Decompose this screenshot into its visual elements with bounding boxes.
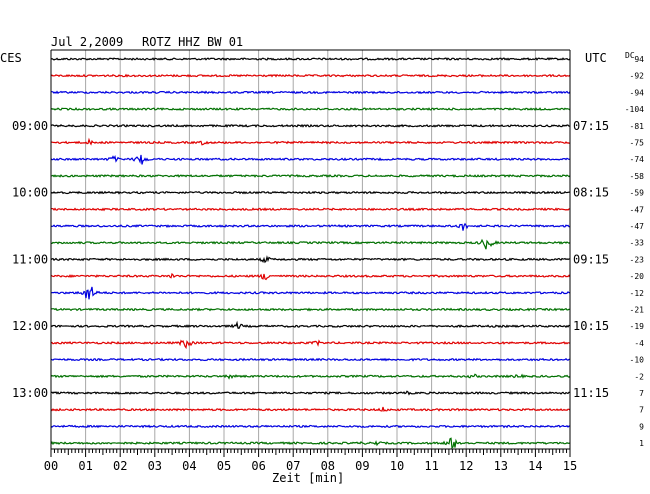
x-tick-label: 04	[182, 459, 196, 473]
dc-offset-value: -59	[630, 189, 645, 198]
x-tick-label: 05	[217, 459, 231, 473]
dc-offset-value: -4	[634, 339, 644, 348]
right-hour-label: 11:15	[573, 386, 609, 400]
right-hour-label: 09:15	[573, 252, 609, 266]
trace-lines	[50, 57, 571, 449]
dc-offset-value: -12	[630, 289, 645, 298]
dc-label: DC	[625, 51, 635, 60]
trace-11	[50, 238, 571, 250]
dc-offset-value: 7	[639, 406, 644, 415]
dc-offset-value: -75	[630, 139, 645, 148]
dc-offset-value: 1	[639, 439, 644, 448]
x-tick-label: 07	[286, 459, 300, 473]
x-tick-label: 11	[424, 459, 438, 473]
trace-13	[50, 272, 571, 281]
dc-offset-value: -21	[630, 306, 645, 315]
left-timezone-label: CES	[0, 51, 22, 65]
trace-6	[50, 154, 571, 165]
x-tick-label: 09	[355, 459, 369, 473]
trace-5	[50, 137, 571, 146]
trace-0	[50, 57, 571, 61]
trace-3	[50, 107, 571, 111]
dc-offset-value: -47	[630, 205, 645, 214]
dc-offset-value: 9	[639, 422, 644, 431]
trace-4	[50, 123, 570, 128]
trace-9	[50, 207, 571, 212]
dc-offset-value: -81	[630, 122, 645, 131]
dc-offset-value: -92	[630, 72, 645, 81]
dc-offset-value: -20	[630, 272, 645, 281]
x-tick-label: 10	[390, 459, 404, 473]
trace-20	[50, 390, 571, 396]
trace-17	[50, 339, 571, 350]
trace-21	[50, 406, 571, 413]
x-tick-label: 06	[251, 459, 265, 473]
left-hour-label: 10:00	[12, 186, 48, 200]
dc-offset-value: -23	[630, 255, 645, 264]
dc-offset-value: -74	[630, 155, 645, 164]
dc-offset-value: -2	[634, 372, 644, 381]
trace-16	[50, 320, 571, 329]
right-timezone-label: UTC	[585, 51, 607, 65]
chart-title-date: Jul 2,2009	[51, 35, 123, 49]
dc-offset-value: -19	[630, 322, 645, 331]
x-tick-label: 00	[44, 459, 58, 473]
station-label: ROTZ HHZ BW 01	[142, 35, 243, 49]
x-axis-label: Zeit [min]	[272, 471, 344, 485]
dc-offset-value: -10	[630, 356, 645, 365]
dc-offset-value: 94	[634, 55, 644, 64]
dc-offset-value: -33	[630, 239, 645, 248]
left-hour-label: 13:00	[12, 386, 48, 400]
trace-22	[50, 424, 571, 429]
x-tick-label: 14	[528, 459, 542, 473]
trace-1	[50, 73, 571, 78]
trace-12	[50, 255, 571, 264]
trace-2	[50, 90, 571, 95]
plot-frame	[50, 49, 571, 457]
trace-14	[50, 286, 571, 300]
hour-labels: 09:00 10:00 11:00 12:00 13:00 07:15 08:15 09:15…	[12, 119, 609, 400]
dc-offset-value: -94	[630, 88, 645, 97]
x-tick-label: 02	[113, 459, 127, 473]
left-hour-label: 09:00	[12, 119, 48, 133]
right-hour-label: 10:15	[573, 319, 609, 333]
dc-offset-value: 7	[639, 389, 644, 398]
trace-15	[50, 307, 571, 312]
x-tick-label: 12	[459, 459, 473, 473]
x-tick-label: 03	[148, 459, 162, 473]
trace-23	[50, 437, 571, 449]
dc-offset-value: -58	[630, 172, 645, 181]
left-hour-label: 11:00	[12, 252, 48, 266]
trace-7	[50, 173, 571, 178]
trace-10	[50, 222, 571, 231]
x-axis: 00 01 02 03 04 05 06 07 08 09 10 11 12 13 14 15	[44, 449, 577, 473]
x-tick-label: 01	[78, 459, 92, 473]
dc-offset-value: -104	[625, 105, 644, 114]
minute-grid	[85, 50, 536, 449]
left-hour-label: 12:00	[12, 319, 48, 333]
x-tick-label: 15	[563, 459, 577, 473]
trace-8	[50, 190, 571, 195]
dc-offset-value: -47	[630, 222, 645, 231]
x-tick-label: 13	[494, 459, 508, 473]
x-tick-label: 08	[321, 459, 335, 473]
dc-offset-values: 94-92-94-104-81-75-74-58-59-47-47-33-23-…	[625, 55, 644, 448]
right-hour-label: 07:15	[573, 119, 609, 133]
trace-18	[50, 357, 571, 362]
trace-19	[50, 373, 571, 380]
right-hour-label: 08:15	[573, 186, 609, 200]
